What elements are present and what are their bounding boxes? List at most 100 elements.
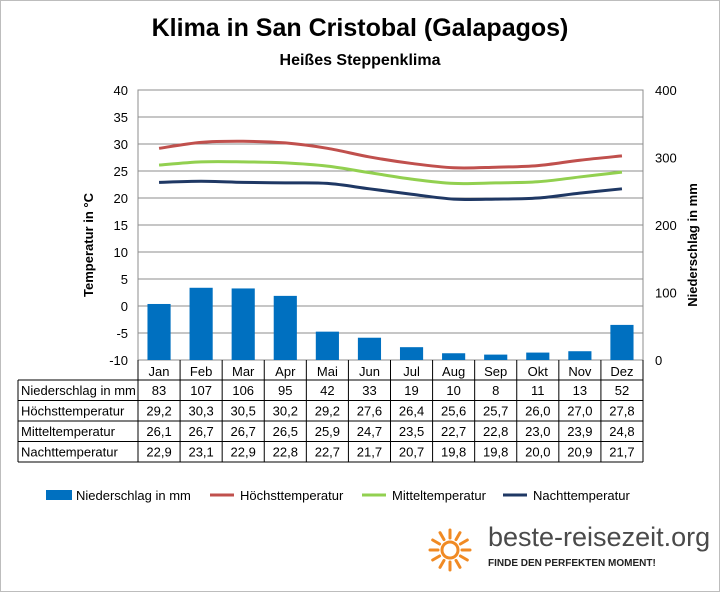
table-cell: 27,8: [609, 404, 634, 419]
y2-tick-label: 100: [655, 286, 677, 301]
sun-ray: [454, 558, 462, 569]
x-tick-label: Okt: [528, 364, 549, 379]
bar-niederschlag: [189, 287, 213, 360]
table-cell: 22,9: [146, 445, 171, 460]
data-table: Jan Feb Mar Apr Mai Jun Jul Aug Sep Okt Nov Dez Nied…: [17, 360, 644, 463]
legend-entry: Niederschlag in mm: [76, 488, 191, 503]
bar-niederschlag: [484, 354, 508, 360]
table-cell: 19,8: [483, 445, 508, 460]
logo-tagline: FINDE DEN PERFEKTEN MOMENT!: [488, 558, 656, 569]
table-cell: 20,7: [399, 445, 424, 460]
x-tick-label: Sep: [484, 364, 507, 379]
series-line: [158, 160, 623, 186]
y-tick-label: 15: [114, 218, 128, 233]
sun-icon: [428, 528, 472, 572]
table-cell: 26,5: [273, 424, 298, 439]
x-tick-label: Apr: [275, 364, 296, 379]
bar-niederschlag: [568, 351, 592, 360]
sun-ray: [454, 531, 462, 542]
table-cell: 22,8: [273, 445, 298, 460]
table-cell: 30,2: [273, 404, 298, 419]
legend-swatch-bar: [46, 490, 72, 500]
table-row-header: Niederschlag in mm: [21, 383, 136, 398]
y2-tick-label: 400: [655, 83, 677, 98]
y-tick-label: 30: [114, 137, 128, 152]
table-cell: 24,8: [609, 424, 634, 439]
table-cell: 21,7: [357, 445, 382, 460]
table-cell: 19,8: [441, 445, 466, 460]
table-cell: 26,7: [231, 424, 256, 439]
legend-entry: Nachttemperatur: [533, 488, 630, 503]
x-tick-label: Mar: [232, 364, 255, 379]
table-cell: 19: [404, 383, 418, 398]
legend: Niederschlag in mm Höchsttemperatur Mittel…: [46, 488, 630, 503]
y-tick-label: -5: [116, 326, 128, 341]
table-cell: 20,0: [525, 445, 550, 460]
sun-disc: [440, 540, 460, 560]
table-row-header: Höchsttemperatur: [21, 404, 125, 419]
table-cell: 30,5: [231, 404, 256, 419]
site-logo[interactable]: beste-reisezeit.org FINDE DEN PERFEKTEN …: [428, 520, 718, 580]
y-tick-label: 20: [114, 191, 128, 206]
x-tick-label: Jul: [403, 364, 420, 379]
x-tick-label: Mai: [317, 364, 338, 379]
series-line: [159, 179, 623, 201]
table-cell: 23,9: [567, 424, 592, 439]
table-cell: 23,1: [188, 445, 213, 460]
table-cell: 83: [152, 383, 166, 398]
table-cell: 29,2: [146, 404, 171, 419]
sun-ray: [438, 558, 446, 569]
table-cell: 26,4: [399, 404, 424, 419]
sun-ray: [458, 538, 469, 546]
table-cell: 95: [278, 383, 292, 398]
table-cell: 23,0: [525, 424, 550, 439]
y-tick-label: 10: [114, 245, 128, 260]
y-tick-label: 0: [121, 299, 128, 314]
table-cell: 30,3: [188, 404, 213, 419]
x-tick-label: Feb: [190, 364, 212, 379]
logo-text: beste-reisezeit.org: [488, 522, 711, 552]
x-tick-label: Nov: [568, 364, 592, 379]
bar-niederschlag: [147, 303, 171, 360]
bar-niederschlag: [231, 288, 255, 360]
table-row-header: Nachttemperatur: [21, 445, 118, 460]
sun-ray: [458, 554, 469, 562]
bar-niederschlag: [315, 331, 339, 360]
table-cell: 23,5: [399, 424, 424, 439]
table-cell: 107: [190, 383, 212, 398]
y-tick-label: 25: [114, 164, 128, 179]
y-tick-label: 40: [114, 83, 128, 98]
table-cell: 25,9: [315, 424, 340, 439]
x-tick-label: Aug: [442, 364, 465, 379]
bar-niederschlag: [273, 295, 297, 360]
x-tick-label: Jan: [149, 364, 170, 379]
bar-niederschlag: [526, 352, 550, 360]
table-cell: 8: [492, 383, 499, 398]
chart-subtitle: Heißes Steppenklima: [279, 52, 441, 69]
y2-axis-title: Niederschlag in mm: [685, 183, 700, 307]
table-cell: 24,7: [357, 424, 382, 439]
legend-entry: Mitteltemperatur: [392, 488, 487, 503]
table-cell: 26,7: [188, 424, 213, 439]
sun-ray: [431, 538, 442, 546]
table-cell: 25,6: [441, 404, 466, 419]
table-cell: 13: [573, 383, 587, 398]
table-cell: 21,7: [609, 445, 634, 460]
y2-tick-label: 300: [655, 151, 677, 166]
table-cell: 29,2: [315, 404, 340, 419]
table-cell: 52: [615, 383, 629, 398]
table-cell: 106: [232, 383, 254, 398]
x-tick-label: Jun: [359, 364, 380, 379]
table-cell: 10: [446, 383, 460, 398]
x-tick-label: Dez: [610, 364, 633, 379]
table-cell: 22,7: [441, 424, 466, 439]
series-line: [158, 139, 623, 170]
sun-rays: [428, 528, 472, 572]
y-axis-title: Temperatur in °C: [81, 192, 96, 297]
grid: [138, 89, 643, 361]
table-cell: 26,1: [146, 424, 171, 439]
y2-tick-label: 0: [655, 353, 662, 368]
sun-ray: [431, 554, 442, 562]
